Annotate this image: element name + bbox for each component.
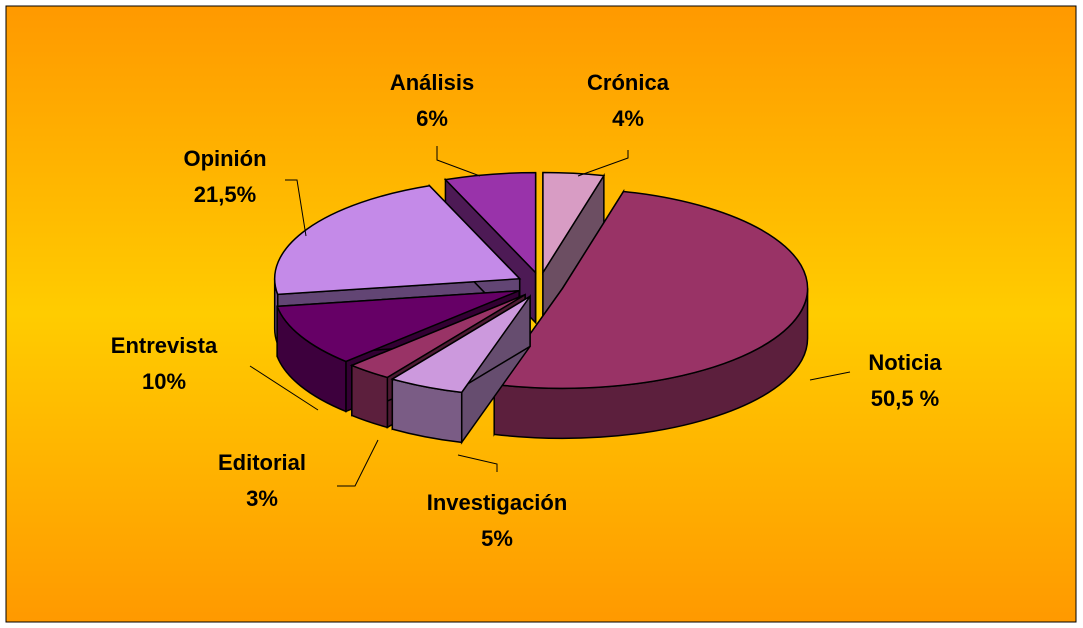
- slice-label: Opinión: [183, 146, 266, 171]
- leader-line: [457, 454, 498, 472]
- slice-label: Análisis: [390, 70, 474, 95]
- leader-line: [809, 371, 851, 381]
- slice: [492, 190, 809, 390]
- value-label: 4%: [612, 106, 644, 131]
- slice-label: Editorial: [218, 450, 306, 475]
- value-label: 50,5 %: [871, 386, 940, 411]
- chart-background: [5, 5, 1077, 623]
- leader-line: [285, 179, 307, 237]
- slice: [443, 171, 537, 275]
- slice-label: Investigación: [427, 490, 568, 515]
- leader-line: [337, 439, 379, 487]
- slice-label: Crónica: [587, 70, 670, 95]
- value-label: 3%: [246, 486, 278, 511]
- leader-line: [249, 365, 319, 411]
- slice: [390, 295, 531, 394]
- slice-label: Noticia: [868, 350, 942, 375]
- slice-label: Entrevista: [111, 333, 218, 358]
- value-label: 5%: [481, 526, 513, 551]
- leader-line: [436, 146, 481, 177]
- slice: [273, 184, 522, 296]
- slice: [276, 289, 520, 363]
- value-label: 6%: [416, 106, 448, 131]
- slice: [542, 171, 606, 276]
- value-label: 21,5%: [194, 182, 256, 207]
- slice: [349, 294, 526, 379]
- leader-line: [577, 150, 629, 177]
- value-label: 10%: [142, 369, 186, 394]
